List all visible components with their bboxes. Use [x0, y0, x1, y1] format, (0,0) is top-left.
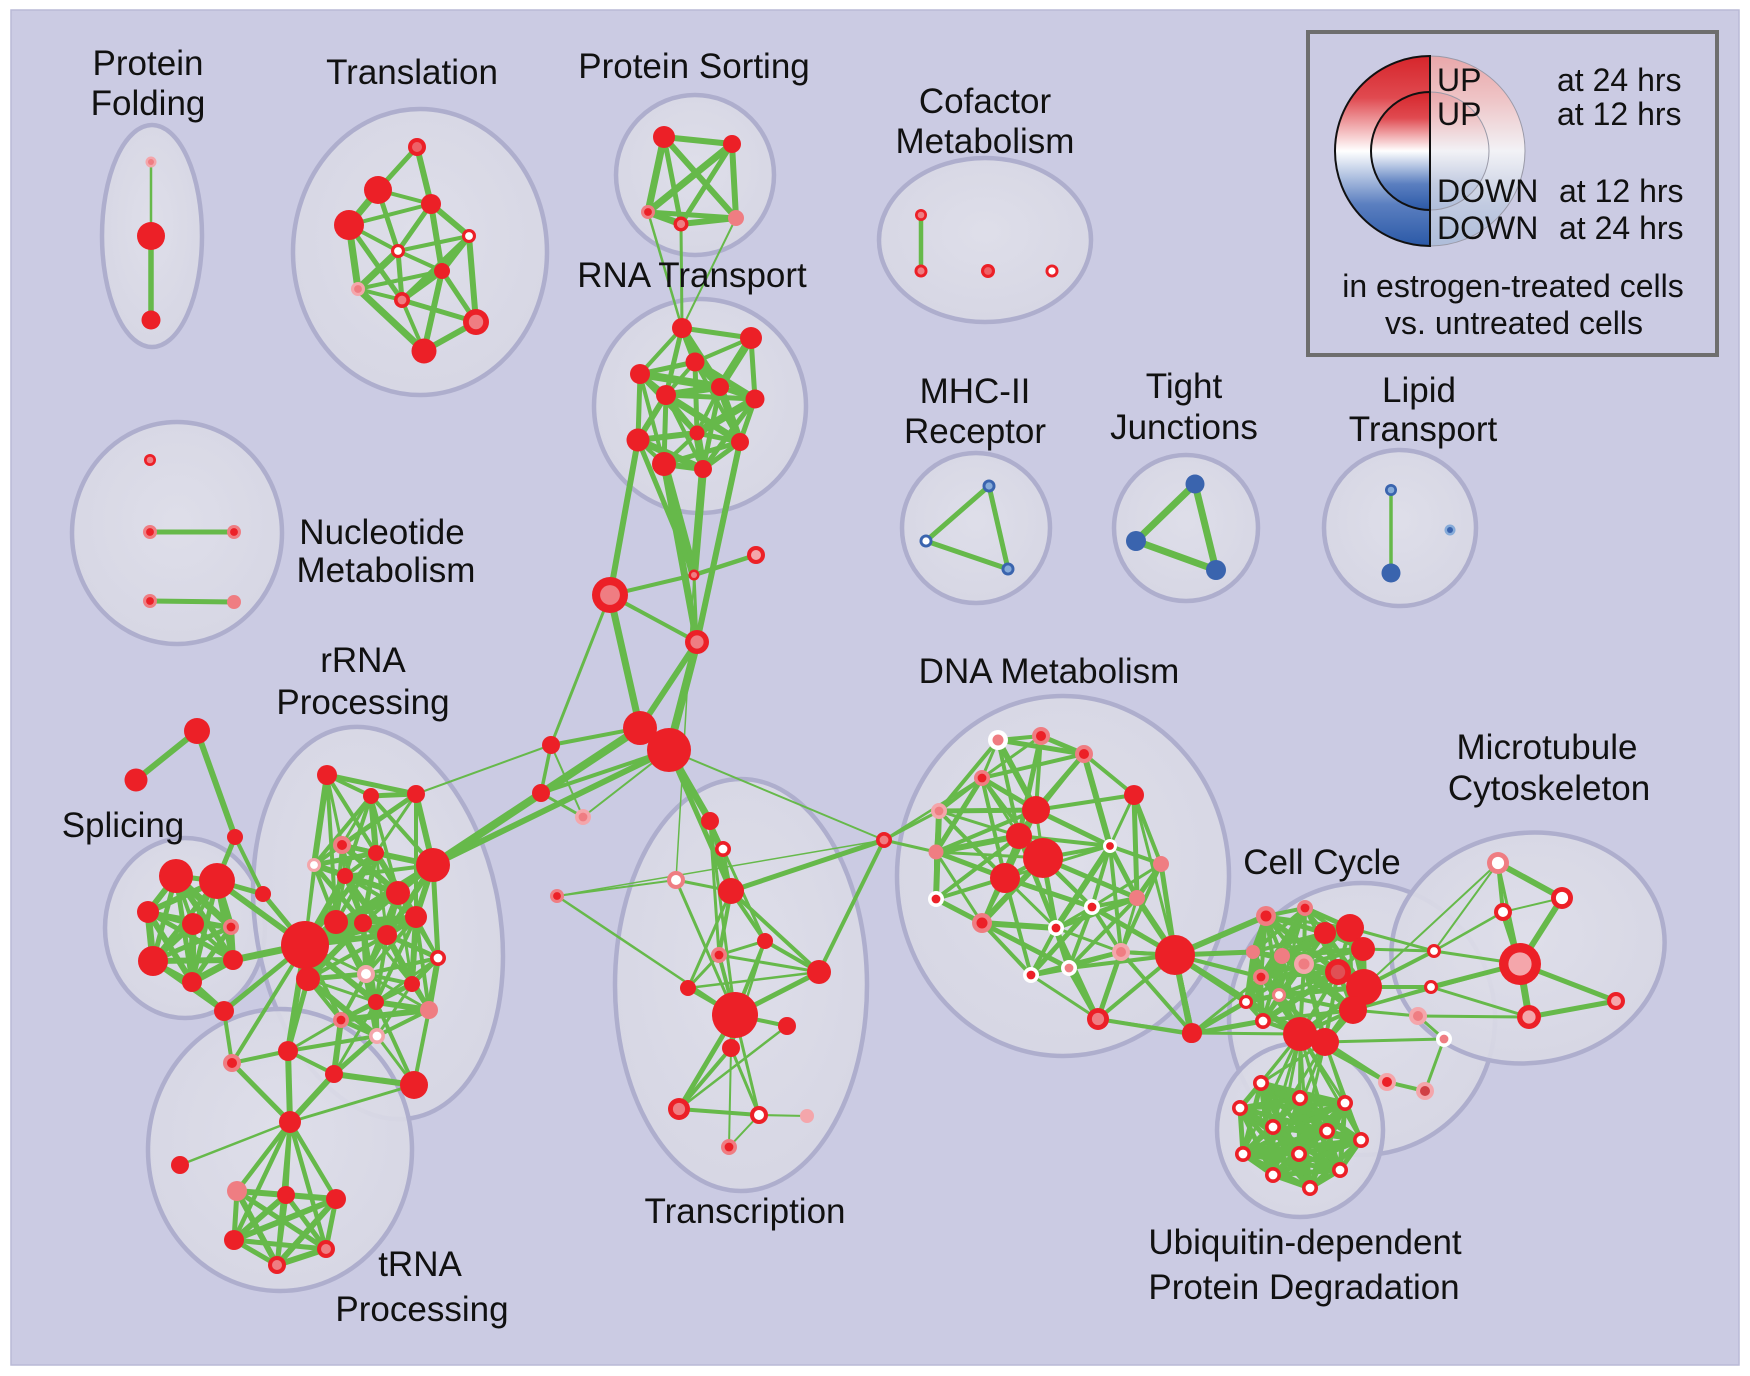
- svg-text:Lipid: Lipid: [1382, 371, 1456, 410]
- svg-text:DNA Metabolism: DNA Metabolism: [919, 652, 1180, 691]
- svg-text:Processing: Processing: [335, 1290, 508, 1329]
- svg-text:Cofactor: Cofactor: [919, 82, 1052, 121]
- svg-text:in estrogen-treated cells: in estrogen-treated cells: [1342, 268, 1684, 304]
- svg-text:tRNA: tRNA: [378, 1245, 462, 1284]
- svg-text:UP: UP: [1437, 96, 1481, 132]
- svg-text:Folding: Folding: [91, 84, 206, 123]
- svg-text:Splicing: Splicing: [62, 806, 185, 845]
- svg-text:Transport: Transport: [1349, 410, 1498, 449]
- svg-text:MHC-II: MHC-II: [920, 372, 1031, 411]
- svg-text:vs. untreated cells: vs. untreated cells: [1385, 305, 1643, 341]
- svg-text:Cytoskeleton: Cytoskeleton: [1448, 769, 1650, 808]
- svg-text:Microtubule: Microtubule: [1457, 728, 1638, 767]
- svg-text:RNA Transport: RNA Transport: [577, 256, 807, 295]
- svg-text:DOWN: DOWN: [1437, 210, 1538, 246]
- svg-text:at 24 hrs: at 24 hrs: [1557, 62, 1682, 98]
- svg-text:Nucleotide: Nucleotide: [299, 513, 464, 552]
- svg-text:at 12 hrs: at 12 hrs: [1557, 96, 1682, 132]
- svg-text:rRNA: rRNA: [320, 641, 406, 680]
- svg-text:at 24 hrs: at 24 hrs: [1559, 210, 1684, 246]
- svg-text:Protein: Protein: [93, 44, 204, 83]
- svg-text:DOWN: DOWN: [1437, 173, 1538, 209]
- svg-text:Translation: Translation: [326, 53, 498, 92]
- svg-text:at 12 hrs: at 12 hrs: [1559, 173, 1684, 209]
- svg-text:Protein Degradation: Protein Degradation: [1148, 1268, 1459, 1307]
- svg-text:UP: UP: [1437, 62, 1481, 98]
- svg-text:Cell Cycle: Cell Cycle: [1243, 843, 1401, 882]
- svg-text:Metabolism: Metabolism: [297, 551, 476, 590]
- svg-text:Metabolism: Metabolism: [896, 122, 1075, 161]
- svg-text:Ubiquitin-dependent: Ubiquitin-dependent: [1148, 1223, 1462, 1262]
- svg-text:Tight: Tight: [1146, 367, 1223, 406]
- svg-text:Protein Sorting: Protein Sorting: [578, 47, 810, 86]
- svg-text:Receptor: Receptor: [904, 412, 1046, 451]
- svg-text:Processing: Processing: [276, 683, 449, 722]
- svg-text:Transcription: Transcription: [645, 1192, 846, 1231]
- svg-text:Junctions: Junctions: [1110, 408, 1258, 447]
